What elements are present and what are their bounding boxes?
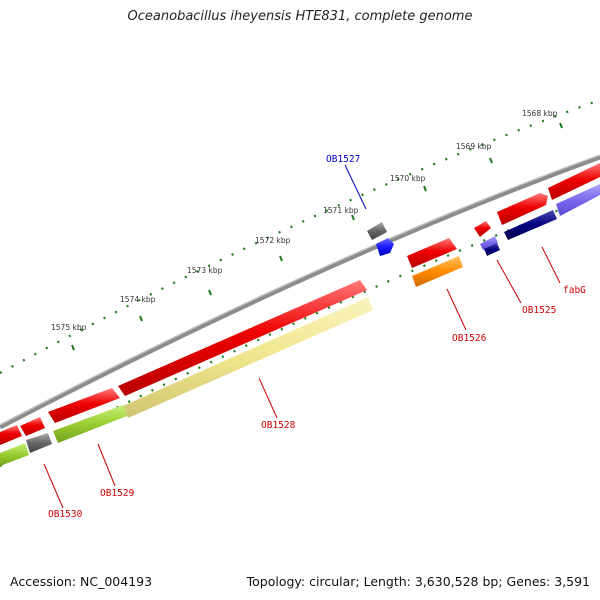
accession-label: Accession: NC_004193 [10,574,153,589]
gene-arrow-OB1530 [20,417,45,436]
leader-lines [43,164,561,509]
leader-OB1527 [344,164,367,210]
gene-bar-lime-edge [0,443,29,466]
genome-stats-label: Topology: circular; Length: 3,630,528 bp… [246,574,590,589]
gene-bar-small-navy [484,243,500,256]
reverse-genes [0,184,600,466]
gene-arrow-blue-OB1527 [376,238,394,256]
scale-label-1572: 1572 kbp [255,236,291,245]
gene-bar-purple [556,184,600,216]
gene-bar-small-purple [480,236,498,250]
gene-arrow-OB1529 [48,388,120,423]
scale-tick-1573 [208,289,212,296]
scale-tick-1570 [423,185,427,192]
gene-bar-gray-OB1527 [367,222,387,240]
leader-OB1529 [97,443,116,487]
scale-label-1571: 1571 kbp [323,206,359,215]
gene-bar-lime [53,405,127,443]
scale-tick-1568 [559,122,563,129]
scale-label-1575: 1575 kbp [51,323,87,332]
gene-arrow-OB1528 [118,280,367,396]
gene-bar-khaki [123,297,373,418]
genome-backbone [0,154,600,430]
scale-tick-1572 [279,255,283,262]
gene-bar-gray-left [26,433,52,453]
scale-tick-1574 [139,315,143,322]
leader-OB1525 [496,259,522,304]
gene-label-OB1529: OB1529 [100,488,135,499]
scale-label-1569: 1569 kbp [456,142,492,151]
gene-arrow-fabG [548,163,600,200]
scale-label-1574: 1574 kbp [120,295,156,304]
scale-label-1573: 1573 kbp [187,266,223,275]
gene-arrow-OB1526 [407,238,457,268]
gene-arrow-small-red [474,221,491,237]
leader-OB1530 [43,463,64,509]
gene-arrow-OB1525 [497,193,548,225]
scale-tick-1571 [351,214,355,221]
gene-label-OB1528: OB1528 [261,420,296,431]
leader-fabG [541,246,561,284]
scale-tick-1569 [489,157,493,164]
page-title: Oceanobacillus iheyensis HTE831, complet… [127,9,473,24]
gene-label-OB1526: OB1526 [452,333,487,344]
leader-OB1526 [446,288,467,331]
scale-tick-1575 [71,344,75,351]
scale-label-1570: 1570 kbp [390,174,426,183]
gene-label-OB1527: OB1527 [326,154,360,165]
leader-OB1528 [258,377,278,419]
scale-label-1568: 1568 kbp [522,109,558,118]
gene-label-fabG: fabG [563,285,586,296]
gene-bar-orange [412,256,463,287]
gene-arrow-left-edge [0,425,22,445]
gene-label-OB1530: OB1530 [48,509,83,520]
gene-label-OB1525: OB1525 [522,305,556,316]
gene-labels: fabG OB1525 OB1526 OB1527 OB1528 OB1529 … [48,154,586,520]
gene-bar-navy [504,210,557,240]
forward-genes [0,163,600,445]
scale-marks: 1568 kbp 1569 kbp 1570 kbp 1571 kbp 1572… [51,109,563,351]
